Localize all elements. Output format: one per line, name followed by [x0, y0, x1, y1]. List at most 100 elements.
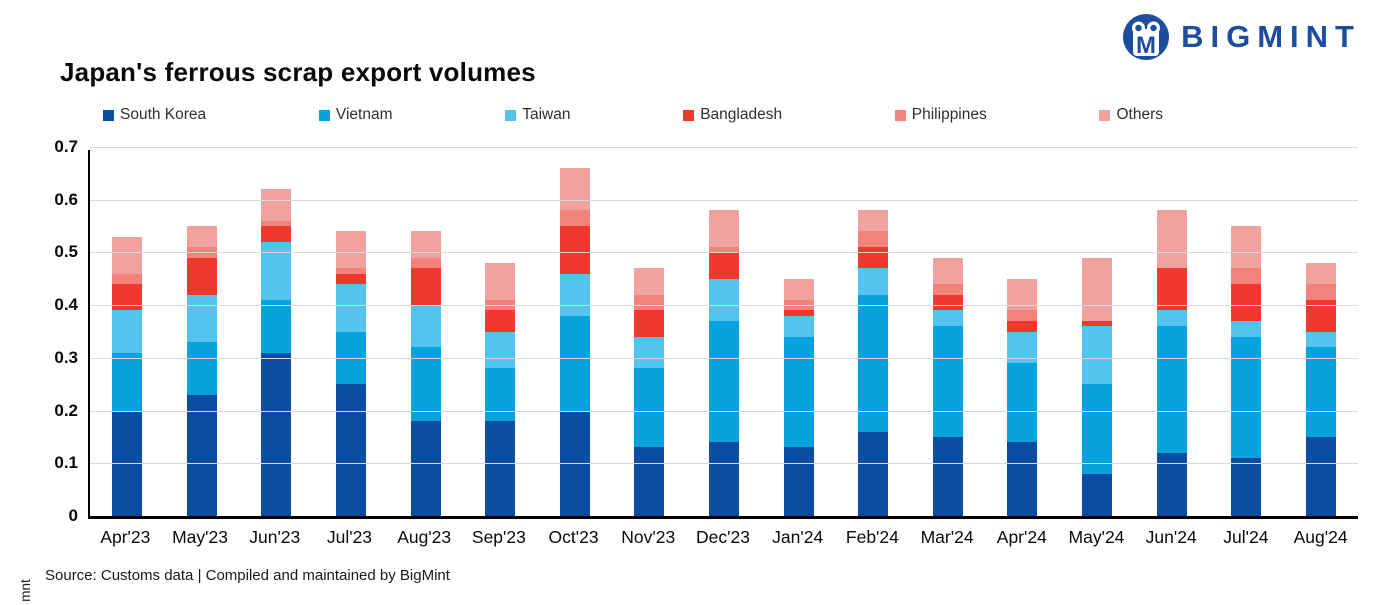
bar-segment-philippines — [1305, 284, 1336, 300]
gridline — [90, 147, 1358, 148]
y-axis-title: Quantity in mnt — [18, 579, 33, 605]
bar-segment-philippines — [261, 220, 292, 227]
bigmint-logo-text: BIGMINT — [1181, 19, 1361, 54]
legend-item-others: Others — [1099, 106, 1163, 124]
bar-slot-oct23 — [538, 150, 613, 516]
bar-segment-others — [634, 268, 665, 295]
bar-segment-south-korea — [559, 410, 590, 516]
bar-segment-south-korea — [261, 352, 292, 516]
bar-segment-bangladesh — [186, 257, 217, 295]
bar-segment-philippines — [634, 294, 665, 311]
stacked-bar — [634, 268, 665, 516]
bigmint-logo: M BIGMINT — [1121, 12, 1361, 62]
stacked-bar — [1156, 210, 1187, 516]
bar-segment-taiwan — [1156, 310, 1187, 327]
bar-segment-others — [112, 236, 143, 274]
legend-swatch-icon — [894, 109, 906, 121]
bar-segment-vietnam — [1007, 363, 1038, 443]
bar-slot-aug24 — [1284, 150, 1359, 516]
x-tick-label: Jul'23 — [326, 527, 373, 547]
bar-segment-others — [485, 263, 516, 300]
stacked-bar — [410, 231, 441, 516]
bar-segment-vietnam — [485, 368, 516, 422]
bar-segment-south-korea — [709, 442, 740, 516]
bar-segment-south-korea — [1082, 473, 1113, 516]
stacked-bar — [559, 168, 590, 516]
legend-item-vietnam: Vietnam — [318, 106, 393, 124]
bar-segment-south-korea — [485, 421, 516, 516]
bar-segment-vietnam — [858, 294, 889, 432]
bar-segment-vietnam — [1231, 336, 1262, 459]
bar-segment-south-korea — [634, 447, 665, 516]
legend-item-taiwan: Taiwan — [505, 106, 570, 124]
stacked-bar — [932, 257, 963, 516]
legend-item-south-korea: South Korea — [103, 106, 206, 124]
bar-segment-philippines — [1231, 268, 1262, 285]
bar-segment-taiwan — [336, 284, 367, 332]
bar-segment-taiwan — [1082, 326, 1113, 385]
bar-segment-philippines — [336, 268, 367, 274]
bar-segment-others — [410, 231, 441, 258]
x-tick-label: Mar'24 — [920, 527, 974, 547]
x-tick-label: May'24 — [1068, 527, 1125, 547]
bar-segment-south-korea — [1156, 452, 1187, 516]
bar-segment-vietnam — [1305, 347, 1336, 437]
bar-segment-others — [932, 257, 963, 285]
bar-segment-philippines — [410, 257, 441, 269]
bar-segment-taiwan — [1231, 320, 1262, 337]
bar-segment-taiwan — [1305, 331, 1336, 348]
bar-segment-vietnam — [709, 320, 740, 443]
bar-segment-bangladesh — [112, 284, 143, 311]
bar-slot-may23 — [165, 150, 240, 516]
bar-segment-taiwan — [112, 310, 143, 353]
bar-segment-bangladesh — [485, 310, 516, 332]
bar-slot-dec23 — [687, 150, 762, 516]
stacked-bar — [1007, 278, 1038, 516]
x-tick-label: Jan'24 — [772, 527, 824, 547]
bar-segment-philippines — [932, 284, 963, 295]
bar-segment-bangladesh — [261, 226, 292, 242]
legend-label: Others — [1116, 106, 1163, 123]
x-tick-label: Apr'23 — [100, 527, 151, 547]
stacked-bar — [783, 278, 814, 516]
bar-segment-south-korea — [858, 431, 889, 516]
bar-segment-taiwan — [410, 305, 441, 348]
legend-item-philippines: Philippines — [894, 106, 987, 124]
legend-label: South Korea — [120, 106, 207, 123]
bar-slot-may24 — [1060, 150, 1135, 516]
stacked-bar — [1231, 226, 1262, 516]
bar-segment-south-korea — [1305, 436, 1336, 516]
bars-row — [90, 150, 1358, 516]
chart-title: Japan's ferrous scrap export volumes — [60, 57, 536, 87]
x-tick-label: Jun'23 — [249, 527, 301, 547]
x-tick-label: Apr'24 — [996, 527, 1047, 547]
bar-segment-bangladesh — [783, 310, 814, 316]
bar-segment-taiwan — [932, 310, 963, 327]
stacked-bar — [709, 210, 740, 516]
x-tick-label: Feb'24 — [845, 527, 899, 547]
gridline — [90, 357, 1358, 359]
bar-segment-others — [186, 226, 217, 248]
bar-segment-philippines — [858, 231, 889, 248]
stacked-bar — [112, 236, 143, 516]
bar-segment-south-korea — [1007, 442, 1038, 516]
x-tick-label: Jul'24 — [1223, 527, 1269, 547]
bar-segment-south-korea — [932, 436, 963, 516]
stacked-bar — [261, 189, 292, 516]
bar-slot-apr24 — [985, 150, 1060, 516]
bar-segment-taiwan — [559, 273, 590, 316]
legend-label: Taiwan — [522, 106, 571, 123]
bar-segment-others — [783, 278, 814, 300]
gridline — [90, 463, 1358, 465]
y-tick-label: 0.5 — [54, 242, 78, 262]
y-tick-label: 0.6 — [54, 189, 78, 209]
bar-slot-feb24 — [836, 150, 911, 516]
bar-segment-bangladesh — [1082, 320, 1113, 327]
stacked-bar — [1082, 257, 1113, 516]
bar-segment-others — [1082, 257, 1113, 321]
x-tick-label: Sep'23 — [471, 527, 526, 547]
stacked-bar — [336, 231, 367, 516]
x-tick-label: Dec'23 — [696, 527, 750, 547]
bar-segment-others — [1156, 210, 1187, 269]
bar-segment-vietnam — [186, 342, 217, 395]
